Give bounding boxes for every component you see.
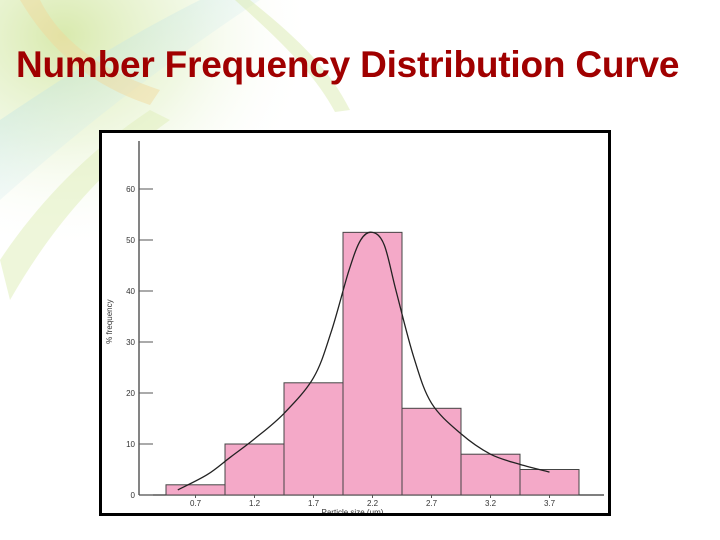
x-tick-label-1.2: 1.2 (249, 499, 261, 508)
x-tick-label-3.2: 3.2 (485, 499, 497, 508)
x-tick-label-0.7: 0.7 (190, 499, 202, 508)
bar-1.7 (283, 382, 344, 496)
bar-3.2 (460, 453, 521, 496)
y-tick-label-30: 30 (126, 338, 135, 347)
y-tick-label-20: 20 (126, 389, 135, 398)
y-tick-label-10: 10 (126, 440, 135, 449)
bar-2.2 (342, 231, 403, 496)
y-tick-label-50: 50 (126, 236, 135, 245)
y-tick-label-60: 60 (126, 185, 135, 194)
x-tick-label-2.7: 2.7 (426, 499, 438, 508)
y-tick-label-0: 0 (131, 491, 136, 500)
slide-title: Number Frequency Distribution Curve (16, 44, 680, 85)
x-axis-label: Particle size (μm) (322, 508, 384, 513)
bar-2.7 (401, 407, 462, 496)
bar-3.7 (519, 469, 580, 496)
x-tick-label-2.2: 2.2 (367, 499, 379, 508)
y-tick-label-40: 40 (126, 287, 135, 296)
x-tick-label-1.7: 1.7 (308, 499, 320, 508)
bar-1.2 (224, 443, 285, 496)
bar-0.7 (165, 484, 226, 496)
distribution-curve (177, 231, 550, 491)
histogram-chart: 0 10 20 30 40 50 60 % frequency 0.7 1.2 1.7 2.2 2.7 3… (105, 141, 604, 513)
x-tick-label-3.7: 3.7 (544, 499, 556, 508)
y-axis-label: % frequency (105, 299, 114, 343)
chart-frame: 0 10 20 30 40 50 60 % frequency 0.7 1.2 1.7 2.2 2.7 3… (99, 130, 611, 516)
